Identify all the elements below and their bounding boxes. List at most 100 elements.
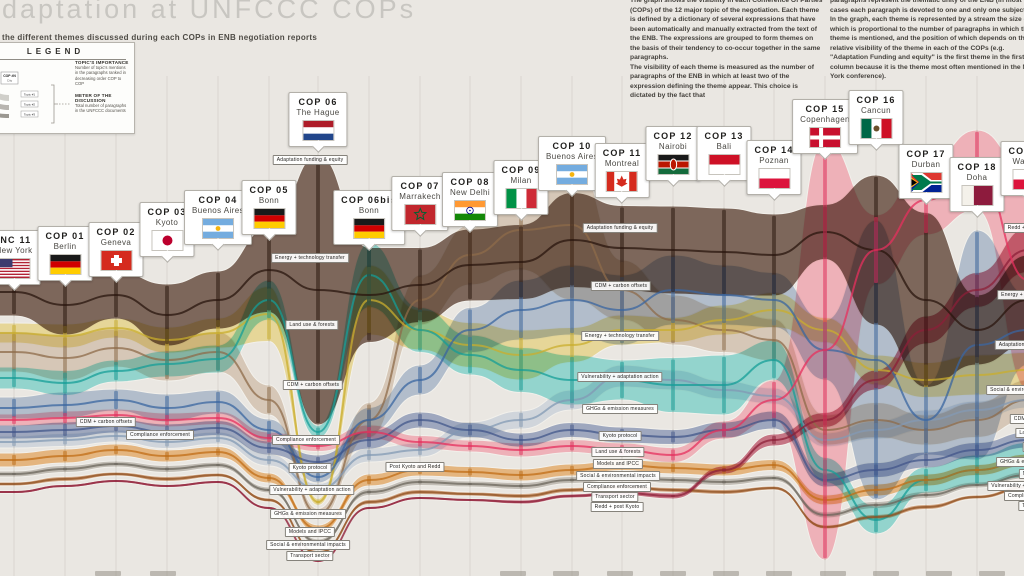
- stream-column-bar: [418, 367, 422, 393]
- stream-label: Vulnerability + adaptation action: [269, 485, 355, 495]
- stream-column-bar: [316, 473, 320, 481]
- cop-city: The Hague: [296, 108, 340, 117]
- stream-label: Land use & forests: [285, 320, 339, 330]
- stream-label: Compliance enforcement: [1004, 491, 1024, 501]
- stream-column-bar: [12, 334, 16, 370]
- stream-label: Vulnerability + adaptation action: [577, 372, 663, 382]
- stream-column-bar: [519, 226, 523, 298]
- stream-column-bar: [216, 413, 220, 423]
- stream-label: Land use & forests: [1015, 428, 1024, 438]
- stream-column-bar: [570, 478, 574, 482]
- description-column-1: The graph shows the visibility in each C…: [630, 0, 824, 101]
- cop-callout-cop-15: COP 15 Copenhagen: [792, 99, 858, 154]
- legend-meter-body: Total number of paragraphs in the UNFCCC…: [75, 102, 127, 114]
- stream-column-bar: [165, 452, 169, 460]
- stream-column-bar: [63, 394, 67, 416]
- flag-icon-mx: [860, 118, 892, 139]
- cop-callout-cop-11: COP 11 Montreal: [594, 143, 650, 198]
- stream-adaptation-funding-equity: [0, 154, 1024, 426]
- legend-topic-importance-title: TOPIC'S IMPORTANCE: [75, 60, 129, 65]
- stream-column-bar: [418, 414, 422, 426]
- stream-column-bar: [367, 490, 371, 494]
- stream-column-bar: [267, 456, 271, 464]
- stream-column-bar: [671, 359, 675, 411]
- description-paragraph-2: The visibility of each theme is measured…: [630, 63, 814, 100]
- stream-column-bar: [418, 249, 422, 321]
- stream-column-bar: [671, 449, 675, 461]
- stream-column-bar: [63, 372, 67, 394]
- flag-icon-pl: [1012, 169, 1024, 190]
- legend-topic-importance-body: Number of topic's mentions in the paragr…: [75, 65, 126, 87]
- stream-label: Transport sector: [591, 492, 639, 502]
- cop-label: COP 11: [602, 148, 642, 158]
- clipped-bottom-mark: [553, 571, 579, 576]
- cop-label: COP 13: [704, 131, 744, 141]
- cop-callout-cop-19: COP 19Warsaw: [1000, 141, 1024, 196]
- clipped-bottom-mark: [979, 571, 1005, 576]
- cop-callout-cop-16: COP 16 Cancun: [848, 90, 904, 145]
- cop-callout-cop-08: COP 08 New Delhi: [441, 172, 499, 227]
- cop-label: COP 07: [400, 181, 440, 191]
- stream-label: Energy + technology transfer: [997, 290, 1024, 300]
- flag-icon-dk: [808, 127, 841, 148]
- stream-column-bar: [216, 464, 220, 466]
- stream-column-bar: [570, 357, 574, 403]
- stream-column-bar: [216, 273, 220, 327]
- stream-spine-transport-sector: [0, 472, 1024, 555]
- stream-label: CDM + carbon offsets: [590, 281, 652, 291]
- stream-column-bar: [63, 337, 67, 379]
- flag-icon-qa: [961, 185, 993, 206]
- stream-column-bar: [63, 413, 67, 423]
- cop-label: COP 02: [96, 227, 136, 237]
- legend-divider: [0, 59, 126, 60]
- stream-column-bar: [874, 486, 878, 494]
- stream-label: Land use & forests: [591, 447, 645, 457]
- cop-city: Cancun: [861, 106, 891, 115]
- stream-column-bar: [519, 349, 523, 391]
- stream-column-bar: [570, 194, 574, 286]
- stream-label: Kyoto protocol: [598, 431, 642, 441]
- stream-column-bar: [114, 362, 118, 380]
- flag-icon-ca: [606, 171, 638, 192]
- stream-label: Vulnerability + adaptation action: [987, 481, 1024, 491]
- stream-column-bar: [671, 208, 675, 292]
- clipped-bottom-mark: [660, 571, 686, 576]
- stream-column-bar: [216, 392, 220, 412]
- stream-column-bar: [367, 409, 371, 431]
- stream-column-bar: [267, 387, 271, 413]
- stream-column-bar: [570, 466, 574, 474]
- stream-column-bar: [63, 467, 67, 471]
- cop-city: Bali: [716, 142, 732, 151]
- stream-label: GHGs & emission measures: [582, 404, 658, 414]
- cop-label: COP 18: [957, 162, 997, 172]
- cop-label: COP 04: [198, 195, 238, 205]
- flag-icon-nl: [302, 120, 334, 141]
- stream-column-bar: [114, 391, 118, 409]
- stream-label: CDM + carbon offsets: [75, 417, 137, 427]
- cop-callout-cop-06: COP 06 The Hague: [288, 92, 348, 147]
- stream-column-bar: [671, 431, 675, 443]
- stream-label: GHGs & emission measures: [996, 457, 1024, 467]
- stream-column-bar: [722, 210, 726, 294]
- cop-callout-inc-11: INC 11New York: [0, 230, 41, 285]
- stream-column-bar: [671, 478, 675, 482]
- stream-column-bar: [620, 277, 624, 343]
- cop-city: Buenos Aires: [546, 152, 598, 161]
- stream-label: Adaptation funding & equity: [272, 155, 348, 165]
- stream-column-bar: [316, 500, 320, 504]
- stream-column-bar: [63, 424, 67, 436]
- stream-column-bar: [722, 357, 726, 413]
- flag-icon-de: [49, 254, 81, 275]
- stream-column-bar: [772, 342, 776, 378]
- stream-spine-redd-post-kyoto: [0, 249, 1024, 563]
- stream-column-bar: [874, 217, 878, 283]
- stream-column-bar: [165, 467, 169, 471]
- cop-label: COP 16: [856, 95, 896, 105]
- stream-column-bar: [63, 435, 67, 445]
- stream-column-bar: [165, 415, 169, 425]
- stream-column-bar: [519, 471, 523, 479]
- stream-label: Kyoto protocol: [288, 463, 332, 473]
- stream-column-bar: [874, 503, 878, 507]
- stream-column-bar: [267, 434, 271, 442]
- stream-column-bar: [418, 437, 422, 447]
